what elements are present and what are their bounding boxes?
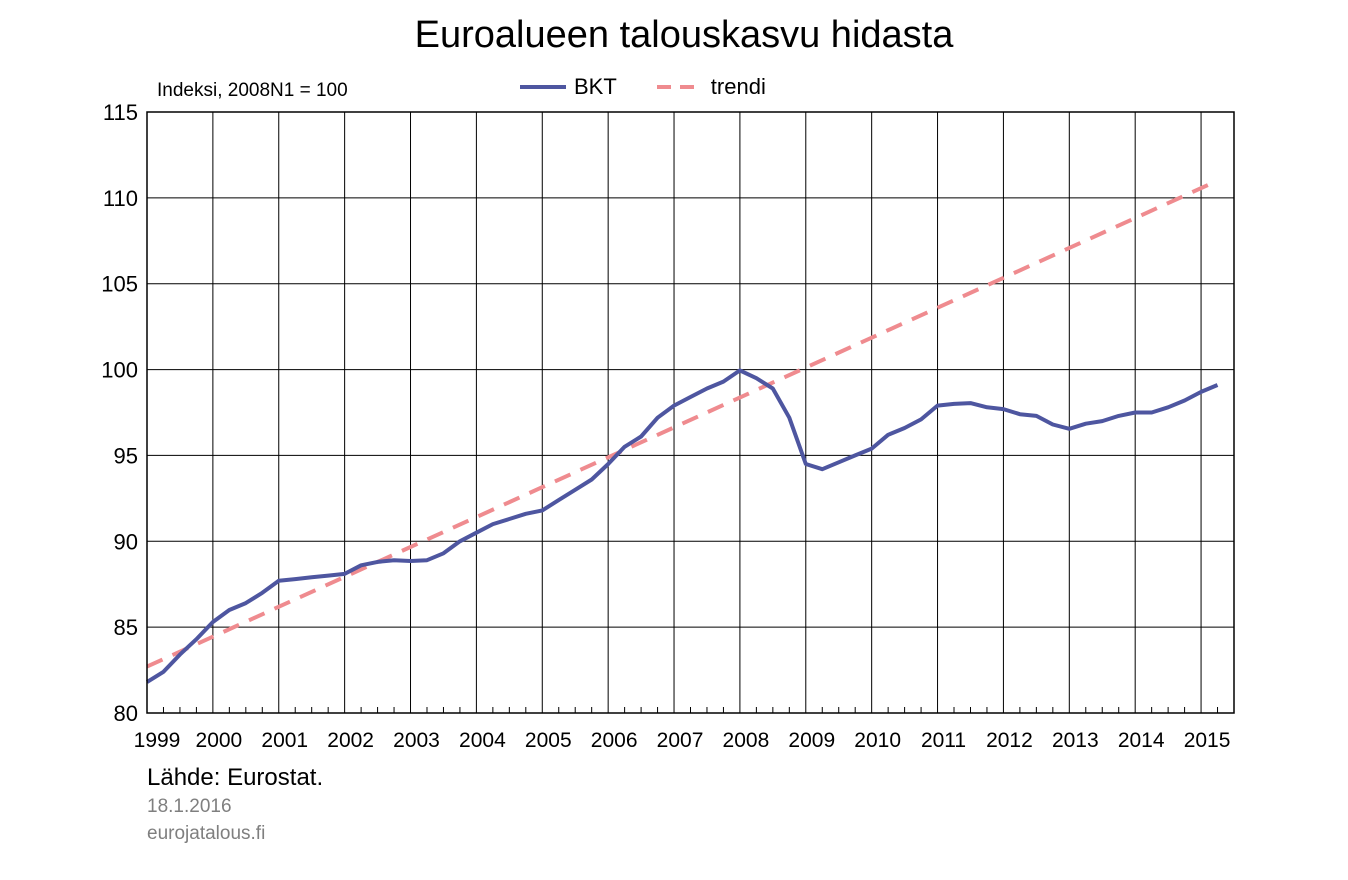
y-tick-label: 115 bbox=[103, 100, 138, 125]
legend-item-bkt: BKT bbox=[518, 74, 617, 100]
x-tick-label: 2009 bbox=[788, 729, 835, 752]
legend-line-trendi bbox=[656, 85, 703, 89]
x-tick-label: 2005 bbox=[525, 729, 572, 752]
x-tick-label: 2000 bbox=[196, 729, 243, 752]
y-tick-label: 100 bbox=[101, 358, 138, 383]
source-note: Lähde: Eurostat. bbox=[147, 764, 324, 791]
chart-subtitle: Indeksi, 2008N1 = 100 bbox=[157, 80, 348, 101]
x-tick-label: 2015 bbox=[1184, 729, 1231, 752]
y-axis-labels: 80 85 90 95 100 105 110 115 bbox=[101, 100, 138, 726]
chart-title: Euroalueen talouskasvu hidasta bbox=[414, 14, 954, 56]
x-tick-label: 1999 bbox=[134, 729, 181, 752]
publish-date: 18.1.2016 bbox=[147, 796, 232, 817]
legend-line-bkt bbox=[520, 85, 566, 89]
x-tick-label: 2008 bbox=[723, 729, 770, 752]
gridlines bbox=[147, 111, 1234, 714]
series-layer bbox=[145, 178, 1219, 684]
x-tick-label: 2011 bbox=[921, 729, 966, 752]
minor-ticks bbox=[162, 707, 1219, 713]
site-name: eurojatalous.fi bbox=[147, 823, 266, 844]
x-tick-label: 2014 bbox=[1118, 729, 1165, 752]
legend: BKT trendi bbox=[518, 72, 804, 102]
x-tick-label: 2013 bbox=[1052, 729, 1099, 752]
y-tick-label: 90 bbox=[114, 529, 138, 554]
x-tick-label: 2010 bbox=[854, 729, 901, 752]
y-tick-label: 80 bbox=[114, 701, 138, 726]
legend-label-bkt: BKT bbox=[574, 74, 617, 99]
series-line-bkt bbox=[145, 368, 1219, 684]
y-tick-label: 95 bbox=[114, 443, 138, 468]
x-axis-labels: 1999 2000 2001 2002 2003 2004 2005 2006 2007 2008… bbox=[134, 729, 1231, 752]
x-tick-label: 2002 bbox=[327, 729, 374, 752]
legend-label-trendi: trendi bbox=[710, 74, 766, 99]
y-tick-label: 105 bbox=[101, 272, 138, 297]
x-tick-label: 2007 bbox=[657, 729, 704, 752]
x-tick-label: 2012 bbox=[986, 729, 1033, 752]
y-tick-label: 85 bbox=[114, 615, 138, 640]
plot-frame bbox=[146, 111, 1235, 714]
x-tick-label: 2006 bbox=[591, 729, 638, 752]
legend-item-trendi: trendi bbox=[655, 74, 766, 100]
x-tick-label: 2001 bbox=[261, 729, 308, 752]
y-tick-label: 110 bbox=[103, 186, 138, 211]
x-tick-label: 2003 bbox=[393, 729, 440, 752]
x-tick-label: 2004 bbox=[459, 729, 506, 752]
